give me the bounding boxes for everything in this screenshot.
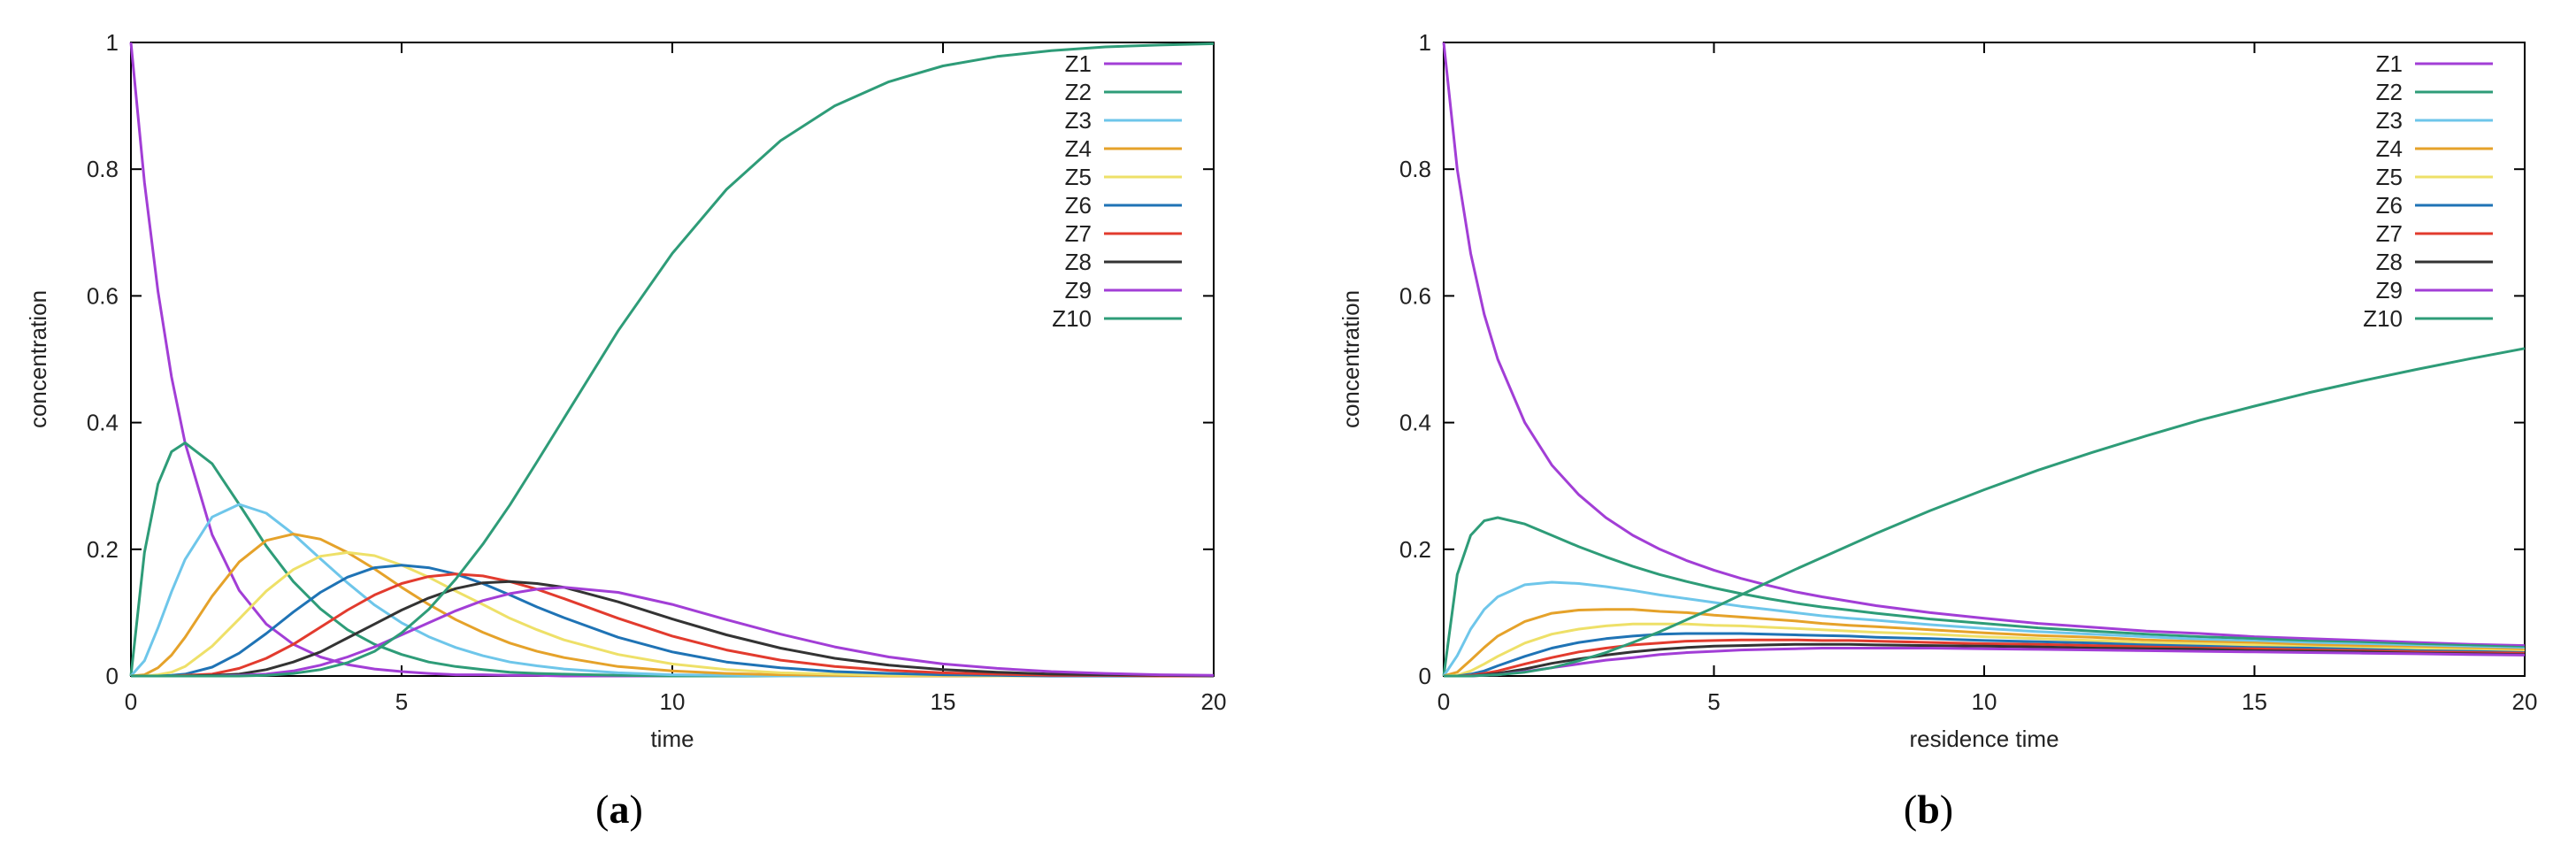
plot-frame (1443, 42, 2526, 677)
panel-label-letter: a (610, 787, 630, 832)
panel-label-open: ( (595, 787, 609, 832)
panel-label-close: ) (630, 787, 643, 832)
x-axis-title: residence time (1909, 726, 2058, 752)
panel-label: (b) (1904, 787, 1953, 832)
series-line-z2 (1442, 516, 2526, 677)
y-tick-label: 0 (1419, 663, 1431, 689)
y-tick-label: 0.2 (87, 536, 119, 563)
x-tick-label: 15 (931, 688, 956, 715)
y-tick-label: 1 (1419, 29, 1431, 56)
chart-panel-b: 0 5 10 15 20 0 0.2 0.4 0.6 0.8 1 residence time conc… (1338, 29, 2537, 832)
chart-panel-a: 0 5 10 15 20 0 0.2 0.4 0.6 0.8 1 time concentration Z… (25, 29, 1226, 832)
legend-label-z7: Z7 (2376, 220, 2403, 247)
x-axis-title: time (650, 726, 694, 752)
series-line-z1 (1442, 42, 2526, 648)
legend-label-z8: Z8 (2376, 249, 2403, 275)
y-tick-label: 0.8 (1399, 156, 1431, 182)
series-line-z8 (131, 580, 1215, 678)
series-line-z3 (1442, 580, 2526, 677)
legend-label-z1: Z1 (1065, 50, 1092, 77)
x-tick-label: 20 (1201, 688, 1227, 715)
panel-label: (a) (595, 787, 643, 832)
x-tick-label: 5 (1707, 688, 1720, 715)
x-tick-label: 10 (660, 688, 686, 715)
y-tick-label: 0.4 (87, 410, 119, 436)
y-tick-label: 1 (106, 29, 119, 56)
series-line-z10 (1444, 347, 2526, 678)
legend-label-z3: Z3 (2376, 107, 2403, 134)
x-tick-label: 5 (395, 688, 408, 715)
x-tick-label: 20 (2512, 688, 2538, 715)
panel-label-close: ) (1940, 787, 1953, 832)
legend-label-z9: Z9 (2376, 277, 2403, 303)
legend-label-z5: Z5 (2376, 164, 2403, 190)
legend-label-z10: Z10 (2363, 305, 2403, 332)
legend-label-z5: Z5 (1065, 164, 1092, 190)
legend-label-z2: Z2 (2376, 79, 2403, 105)
legend-label-z4: Z4 (2376, 135, 2403, 162)
y-tick-label: 0.8 (87, 156, 119, 182)
legend-label-z6: Z6 (1065, 192, 1092, 219)
x-tick-label: 15 (2242, 688, 2267, 715)
series-line-z7 (1444, 638, 2526, 678)
legend-label-z7: Z7 (1065, 220, 1092, 247)
series-line-z10 (131, 42, 1215, 678)
legend-label-z10: Z10 (1052, 305, 1092, 332)
y-axis-title: concentration (25, 290, 51, 428)
series-line-z4 (1443, 608, 2526, 678)
legend-label-z6: Z6 (2376, 192, 2403, 219)
legend-label-z1: Z1 (2376, 50, 2403, 77)
legend-label-z9: Z9 (1065, 277, 1092, 303)
x-tick-label: 0 (1438, 688, 1450, 715)
panel-label-open: ( (1904, 787, 1917, 832)
series-line-z3 (129, 503, 1214, 678)
x-tick-label: 0 (125, 688, 137, 715)
y-tick-label: 0.6 (1399, 282, 1431, 309)
x-tick-label: 10 (1972, 688, 1997, 715)
legend-label-z3: Z3 (1065, 107, 1092, 134)
legend-label-z4: Z4 (1065, 135, 1092, 162)
series-line-z5 (1443, 622, 2526, 678)
legend-label-z2: Z2 (1065, 79, 1092, 105)
y-tick-label: 0.6 (87, 282, 119, 309)
y-tick-label: 0.2 (1399, 536, 1431, 563)
panel-label-letter: b (1917, 787, 1940, 832)
y-axis-title: concentration (1338, 290, 1364, 428)
series-line-z5 (131, 550, 1214, 678)
y-tick-label: 0.4 (1399, 410, 1431, 436)
y-tick-label: 0 (106, 663, 119, 689)
legend-label-z8: Z8 (1065, 249, 1092, 275)
series-line-z2 (129, 442, 1214, 678)
